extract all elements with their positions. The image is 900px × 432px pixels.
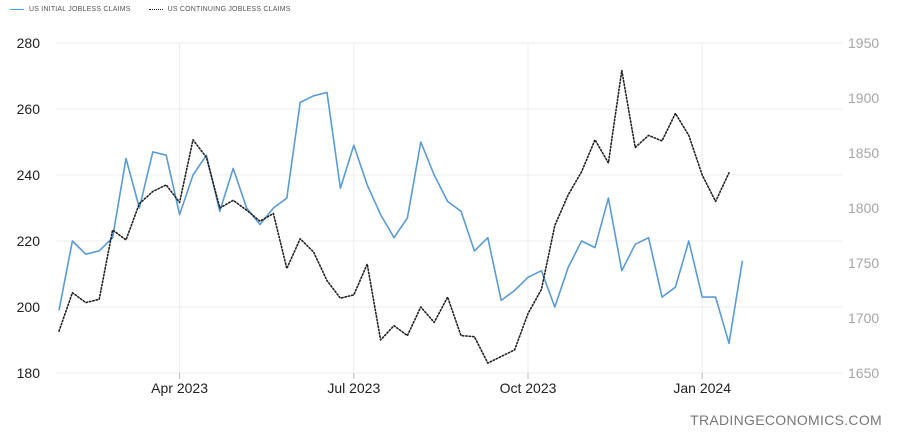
- x-tick-label: Jan 2024: [673, 380, 731, 396]
- right-tick-label: 1850: [848, 145, 879, 161]
- right-tick-label: 1750: [848, 255, 879, 271]
- left-tick-label: 200: [17, 299, 41, 315]
- right-tick-label: 1950: [848, 35, 879, 51]
- left-tick-label: 220: [17, 233, 41, 249]
- series-layer: [58, 69, 744, 364]
- legend-swatch-continuing: [148, 9, 163, 10]
- series-line-initial-claims: [58, 91, 744, 345]
- right-tick-label: 1700: [848, 310, 879, 326]
- legend-item-initial[interactable]: US INITIAL JOBLESS CLAIMS: [10, 6, 131, 13]
- legend-item-continuing[interactable]: US CONTINUING JOBLESS CLAIMS: [148, 6, 291, 13]
- x-tick-label: Apr 2023: [151, 380, 208, 396]
- right-tick-label: 1650: [848, 365, 879, 381]
- left-tick-label: 240: [17, 167, 41, 183]
- right-tick-label: 1900: [848, 90, 879, 106]
- left-axis: 180 200 220 240 260 280: [17, 35, 41, 381]
- right-axis: 1650 1700 1750 1800 1850 1900 1950: [848, 35, 879, 381]
- left-tick-label: 260: [17, 101, 41, 117]
- right-tick-label: 1800: [848, 200, 879, 216]
- left-tick-label: 280: [17, 35, 41, 51]
- legend-label-continuing: US CONTINUING JOBLESS CLAIMS: [167, 6, 291, 13]
- watermark: TRADINGECONOMICS.COM: [690, 412, 882, 428]
- chart-legend: US INITIAL JOBLESS CLAIMS US CONTINUING …: [10, 6, 291, 13]
- series-line-continuing-claims: [58, 69, 730, 364]
- x-tick-label: Jul 2023: [327, 380, 380, 396]
- gridlines: [56, 42, 842, 374]
- legend-label-initial: US INITIAL JOBLESS CLAIMS: [29, 6, 131, 13]
- x-tick-label: Oct 2023: [500, 380, 557, 396]
- left-tick-label: 180: [17, 365, 41, 381]
- x-axis: Apr 2023 Jul 2023 Oct 2023 Jan 2024: [151, 373, 731, 396]
- legend-swatch-initial: [10, 9, 24, 10]
